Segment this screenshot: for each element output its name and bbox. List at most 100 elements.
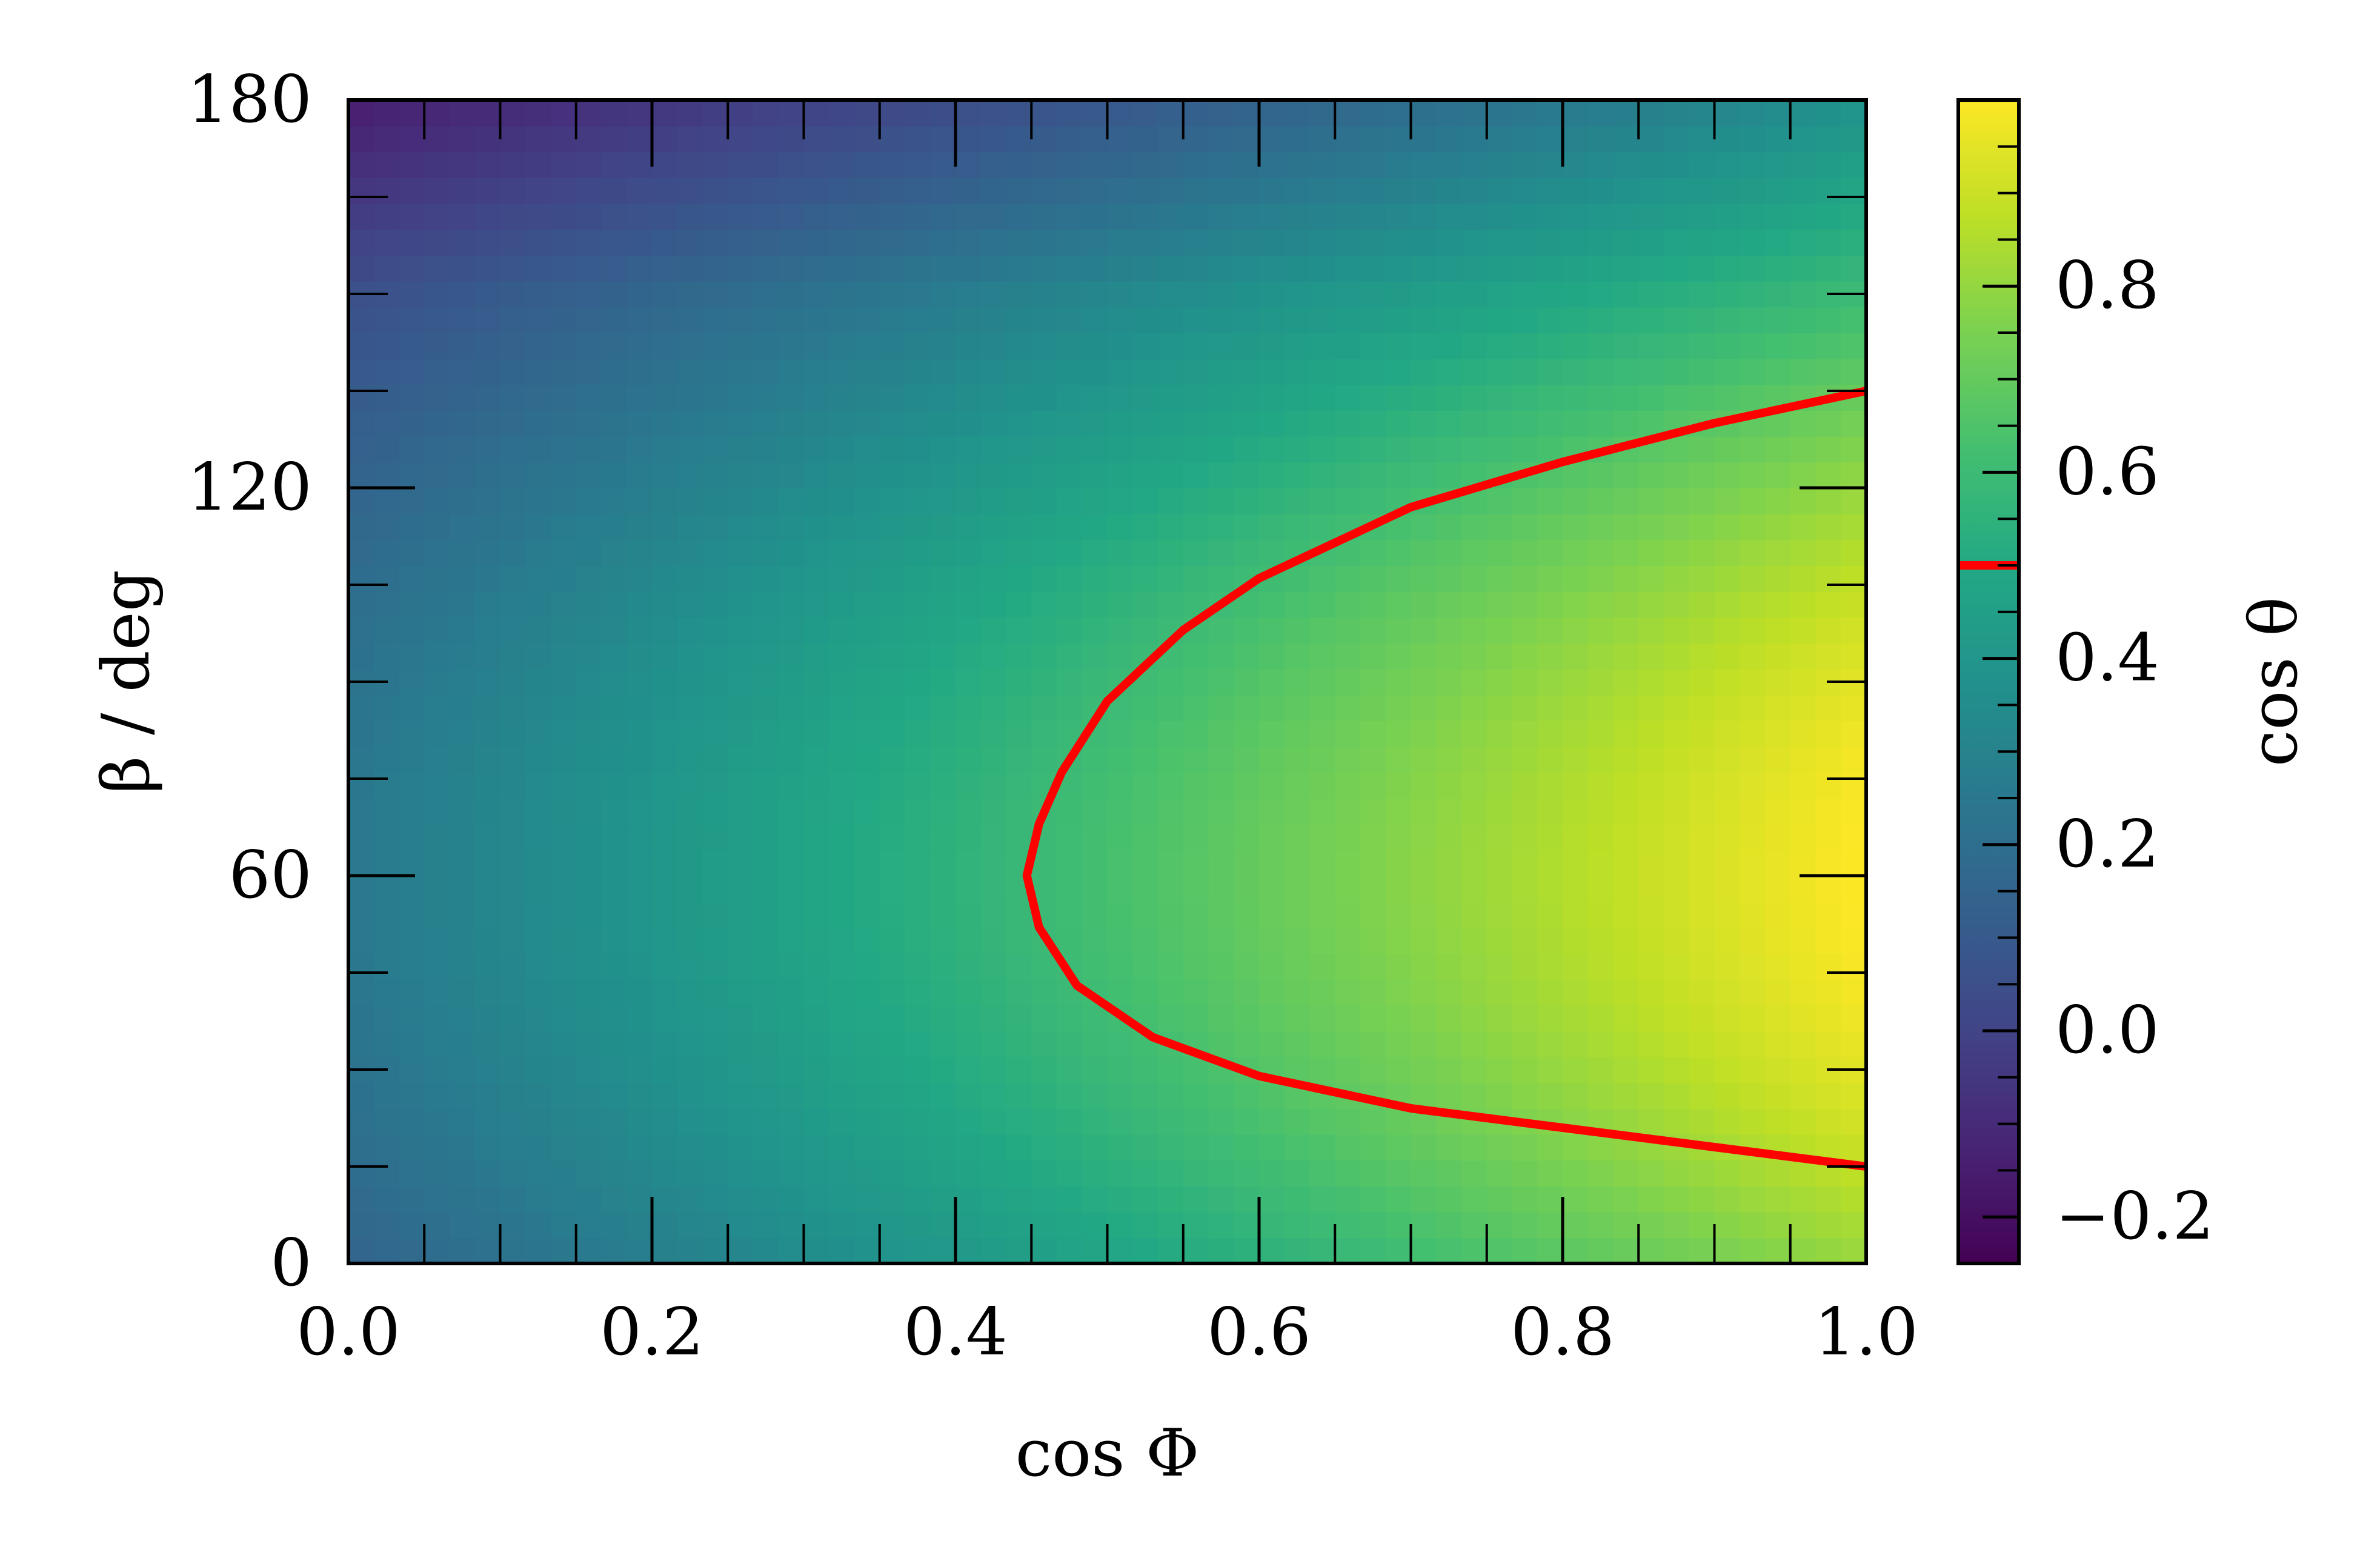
heatmap-cell <box>854 151 880 178</box>
heatmap-cell <box>474 513 501 541</box>
heatmap-cell <box>1132 824 1158 851</box>
heatmap-cell <box>1158 668 1184 696</box>
heatmap-cell <box>1082 281 1108 308</box>
heatmap-cell <box>1158 1211 1184 1239</box>
heatmap-cell <box>525 901 551 928</box>
heatmap-cell <box>1309 850 1336 876</box>
heatmap-cell <box>1638 1056 1664 1083</box>
heatmap-cell <box>1765 979 1791 1006</box>
heatmap-cell <box>1183 953 1209 980</box>
heatmap-cell <box>551 151 577 178</box>
heatmap-cell <box>1107 100 1134 127</box>
heatmap-cell <box>399 1005 425 1031</box>
heatmap-cell <box>1689 953 1715 980</box>
heatmap-cell <box>1461 100 1488 127</box>
heatmap-cell <box>399 824 425 851</box>
heatmap-cell <box>829 953 855 980</box>
heatmap-cell <box>525 462 551 488</box>
heatmap-cell <box>1208 1211 1235 1239</box>
heatmap-cell <box>1309 721 1336 747</box>
heatmap-cell <box>373 462 400 488</box>
heatmap-cell <box>627 979 653 1006</box>
heatmap-cell <box>1284 668 1311 696</box>
heatmap-cell <box>1411 436 1437 463</box>
heatmap-cell <box>1082 229 1108 256</box>
heatmap-cell <box>424 798 450 825</box>
heatmap-cell <box>930 203 956 230</box>
heatmap-cell <box>1057 876 1083 902</box>
heatmap-cell <box>1057 1211 1083 1239</box>
heatmap-cell <box>1259 694 1285 721</box>
heatmap-cell <box>399 488 425 514</box>
heatmap-cell <box>1309 1186 1336 1213</box>
heatmap-cell <box>702 850 729 876</box>
heatmap-cell <box>474 462 501 488</box>
heatmap-cell <box>1486 1134 1513 1161</box>
heatmap-cell <box>1461 876 1488 902</box>
heatmap-cell <box>1259 125 1285 153</box>
heatmap-cell <box>1486 384 1513 411</box>
heatmap-cell <box>474 1134 501 1161</box>
heatmap-cell <box>879 694 906 721</box>
heatmap-cell <box>1158 410 1184 437</box>
heatmap-cell <box>702 410 729 437</box>
heatmap-cell <box>1436 1005 1462 1031</box>
heatmap-cell <box>1284 229 1311 256</box>
heatmap-cell <box>1284 617 1311 644</box>
heatmap-cell <box>1638 178 1664 204</box>
heatmap-cell <box>1537 539 1563 566</box>
heatmap-cell <box>677 539 703 566</box>
heatmap-cell <box>474 617 501 644</box>
heatmap-cell <box>1765 255 1791 282</box>
heatmap-cell <box>1765 462 1791 488</box>
heatmap-cell <box>1082 850 1108 876</box>
heatmap-cell <box>1006 307 1032 333</box>
heatmap-cell <box>728 850 754 876</box>
heatmap-cell <box>1411 876 1437 902</box>
heatmap-cell <box>1031 694 1057 721</box>
heatmap-cell <box>753 333 779 359</box>
heatmap-cell <box>525 281 551 308</box>
heatmap-cell <box>576 1056 602 1083</box>
heatmap-cell <box>1158 1186 1184 1213</box>
heatmap-cell <box>1512 746 1538 773</box>
heatmap-cell <box>677 307 703 333</box>
heatmap-cell <box>1284 100 1311 127</box>
heatmap-cell <box>500 643 527 670</box>
heatmap-cell <box>1385 565 1412 592</box>
heatmap-cell <box>1638 1005 1664 1031</box>
heatmap-cell <box>450 1160 476 1187</box>
colorbar-tick-label: 0.8 <box>2055 248 2159 324</box>
heatmap-cell <box>601 513 628 541</box>
heatmap-cell <box>1714 953 1741 980</box>
heatmap-cell <box>525 358 551 385</box>
heatmap-cell <box>399 1237 425 1263</box>
heatmap-cell <box>854 1160 880 1187</box>
heatmap-cell <box>500 746 527 773</box>
heatmap-cell <box>930 1082 956 1109</box>
heatmap-cell <box>1208 927 1235 954</box>
heatmap-cell <box>930 824 956 851</box>
heatmap-cell <box>627 721 653 747</box>
heatmap-cell <box>702 255 729 282</box>
heatmap-cell <box>1284 565 1311 592</box>
heatmap-cell <box>1309 1108 1336 1135</box>
heatmap-cell <box>551 358 577 385</box>
heatmap-cell <box>450 333 476 359</box>
heatmap-cell <box>399 1160 425 1187</box>
heatmap-cell <box>1436 876 1462 902</box>
heatmap-cell <box>424 1005 450 1031</box>
heatmap-cell <box>803 1108 830 1135</box>
heatmap-cell <box>1689 333 1715 359</box>
heatmap-cell <box>474 772 501 799</box>
heatmap-cell <box>1385 901 1412 928</box>
heatmap-cell <box>1563 1160 1589 1187</box>
heatmap-cell <box>829 1160 855 1187</box>
heatmap-cell <box>652 1056 678 1083</box>
heatmap-cell <box>1107 1056 1134 1083</box>
heatmap-cell <box>1537 100 1563 127</box>
heatmap-cell <box>525 100 551 127</box>
heatmap-cell <box>803 694 830 721</box>
heatmap-cell <box>500 384 527 411</box>
heatmap-cell <box>1006 178 1032 204</box>
